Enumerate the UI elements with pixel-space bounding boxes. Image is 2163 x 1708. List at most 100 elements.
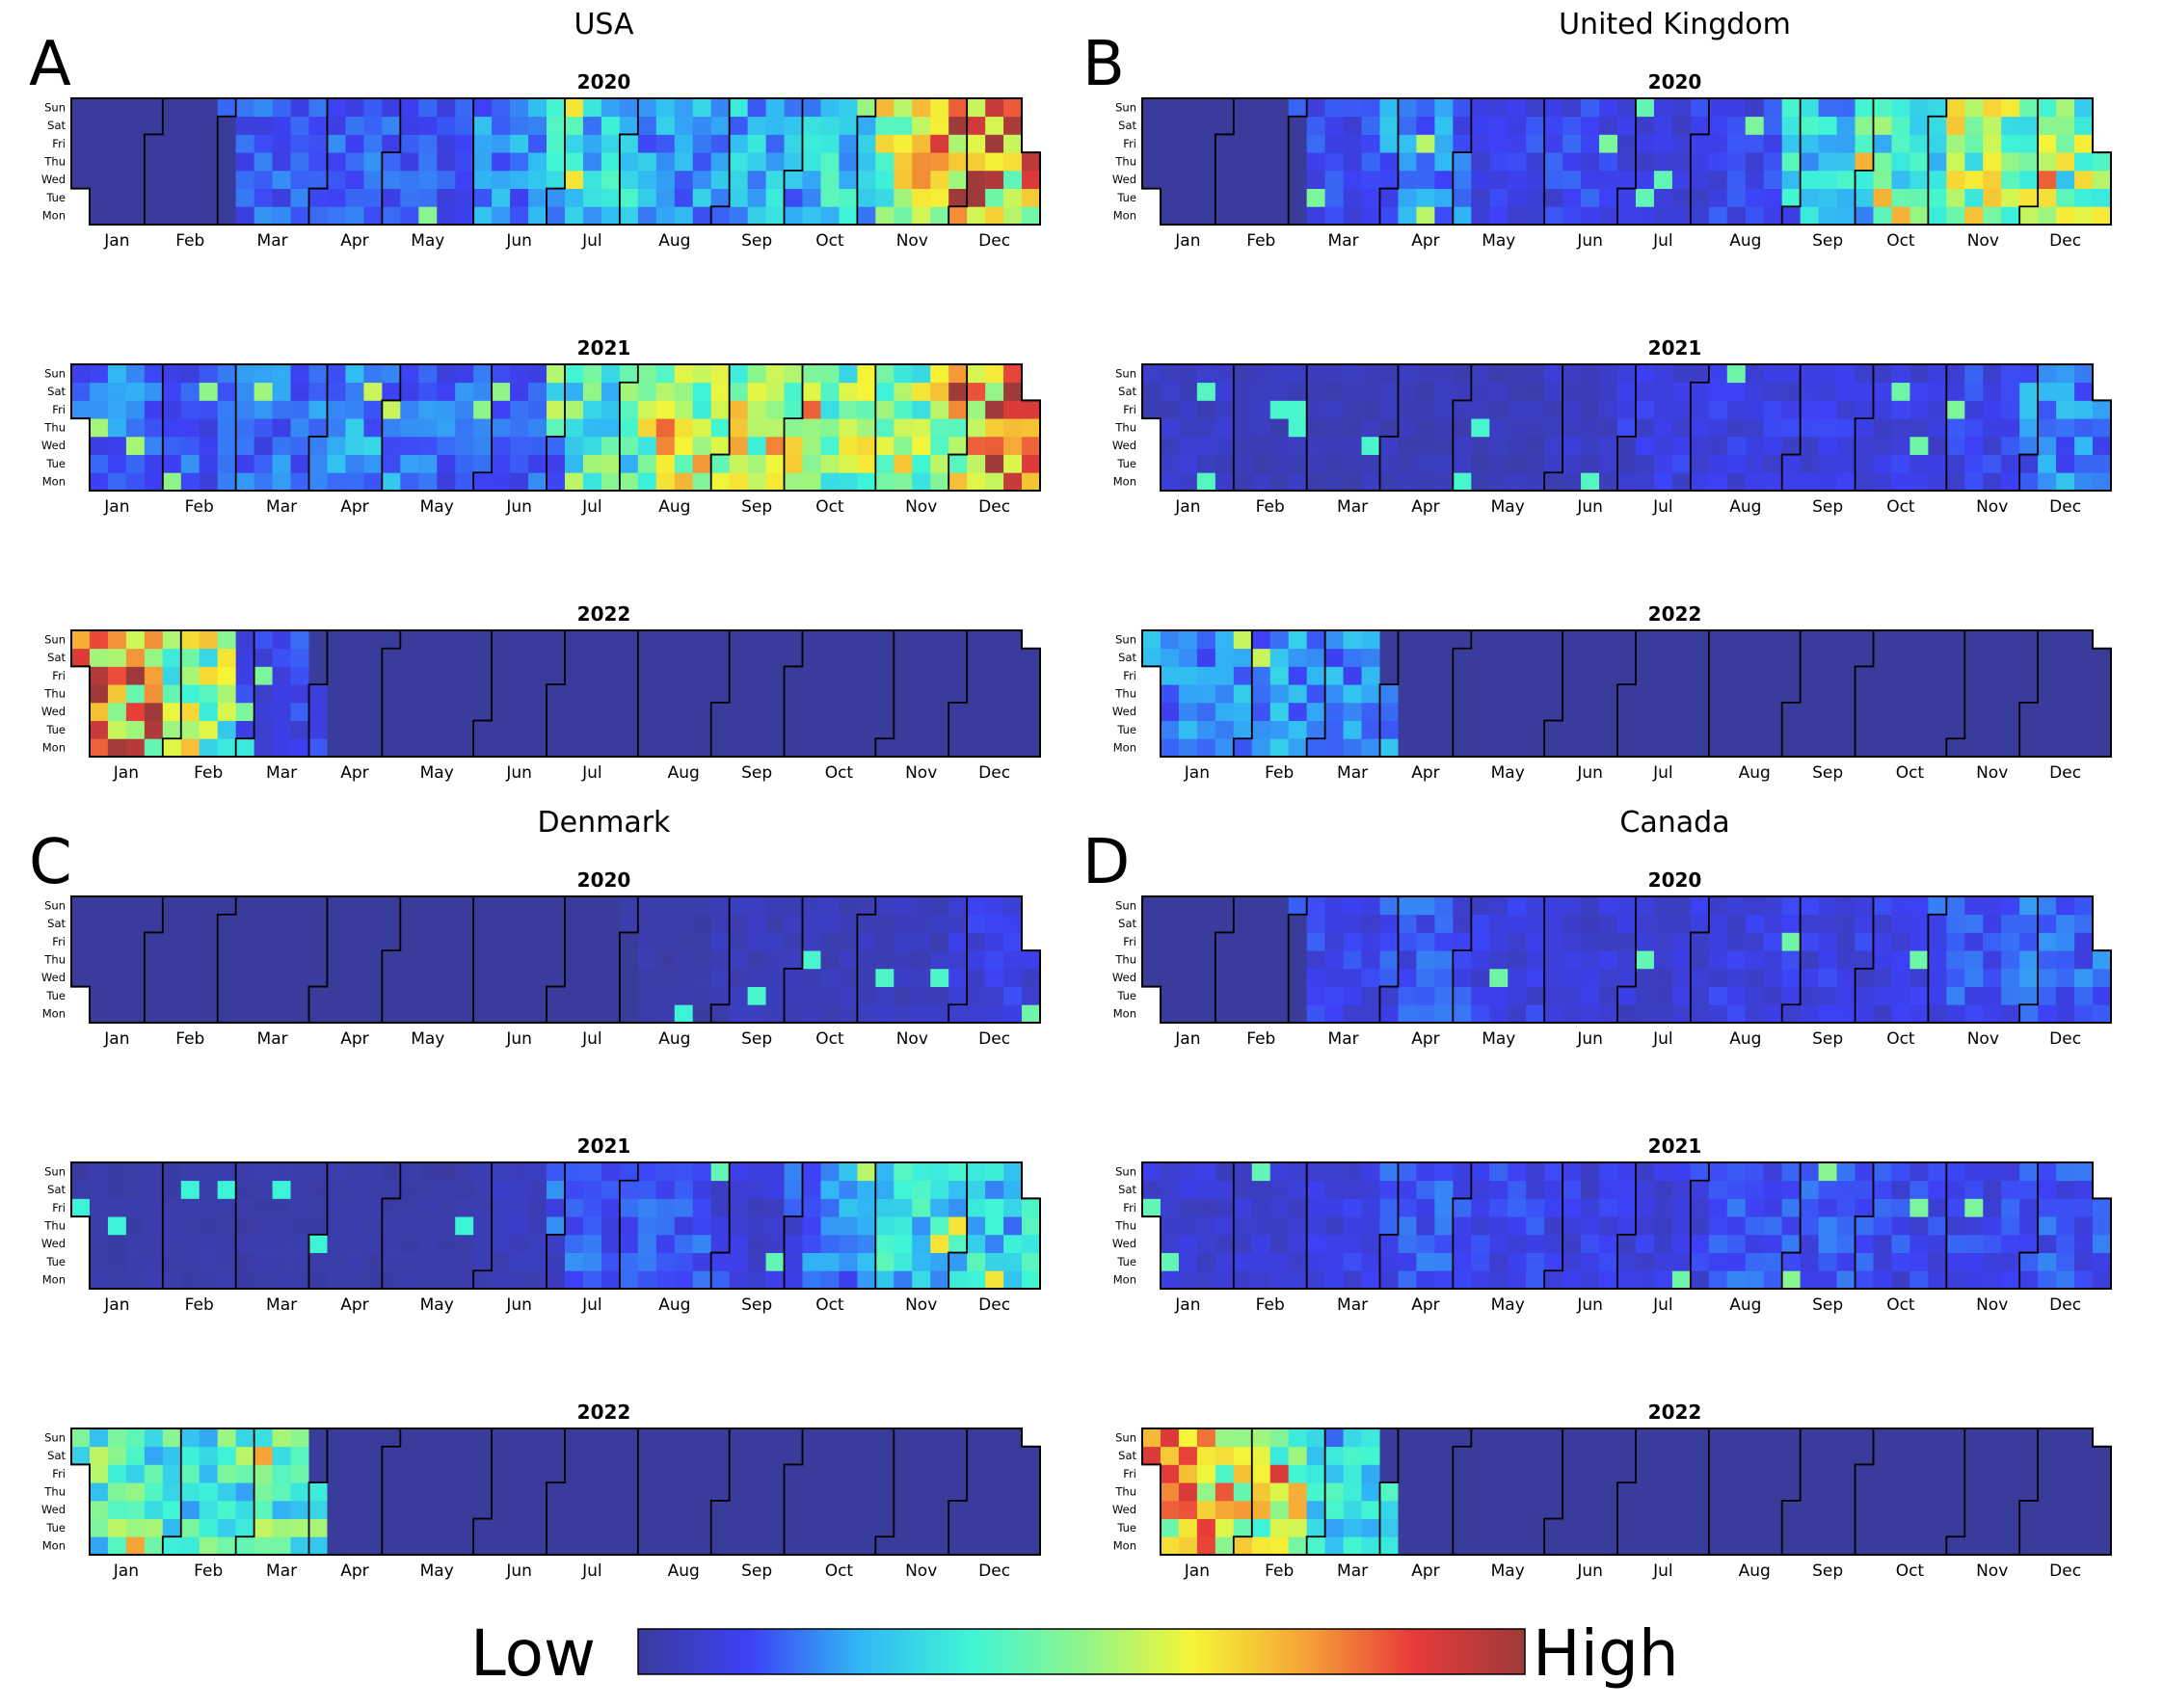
day-cell xyxy=(1690,98,1710,118)
day-cell xyxy=(875,98,895,118)
day-cell xyxy=(1708,914,1728,933)
day-cell xyxy=(2001,454,2020,473)
day-cell xyxy=(1708,454,1728,473)
day-cell xyxy=(235,418,255,438)
day-cell xyxy=(1671,134,1692,153)
day-cell xyxy=(1964,896,1984,916)
day-cell xyxy=(400,1482,419,1502)
day-cell xyxy=(710,98,731,118)
day-cell xyxy=(747,738,766,758)
day-cell xyxy=(1745,170,1765,189)
day-cell xyxy=(1818,1252,1837,1271)
day-cell xyxy=(1983,1464,2002,1483)
day-cell xyxy=(510,968,529,987)
day-cell xyxy=(820,932,840,951)
day-cell xyxy=(784,1004,803,1024)
day-cell xyxy=(1983,400,2002,419)
day-cell xyxy=(1690,1464,1710,1483)
day-cell xyxy=(1671,436,1692,455)
day-cell xyxy=(1398,1500,1417,1519)
day-cell xyxy=(345,1482,364,1502)
day-cell xyxy=(89,1162,109,1182)
day-cell xyxy=(2001,1446,2020,1465)
day-cell xyxy=(1781,170,1802,189)
month-label: Mar xyxy=(266,1295,297,1315)
day-cell xyxy=(601,1216,621,1236)
day-cell xyxy=(235,1162,255,1182)
day-cell xyxy=(1855,1234,1874,1253)
day-cell xyxy=(2056,738,2075,758)
day-cell xyxy=(1671,116,1692,135)
day-cell xyxy=(820,1446,840,1465)
day-cell xyxy=(1909,932,1929,951)
day-cell xyxy=(2001,896,2020,916)
day-cell xyxy=(1873,134,1892,153)
day-cell xyxy=(2056,1446,2075,1465)
day-cell xyxy=(1215,1198,1235,1217)
day-cell xyxy=(217,472,237,492)
day-cell xyxy=(363,1536,383,1556)
year-title: 2022 xyxy=(1648,1401,1702,1424)
day-cell xyxy=(948,648,968,667)
day-cell xyxy=(655,152,676,172)
day-cell xyxy=(1416,720,1435,739)
day-cell xyxy=(857,1446,876,1465)
day-cell xyxy=(1471,116,1490,135)
day-cell xyxy=(363,1162,383,1182)
day-cell xyxy=(1617,206,1637,226)
day-cell xyxy=(1800,1482,1819,1502)
day-cell xyxy=(1708,1004,1728,1024)
day-cell xyxy=(1471,400,1490,419)
day-cell xyxy=(162,98,182,118)
day-cell xyxy=(655,188,676,207)
day-cell xyxy=(290,1216,309,1236)
day-cell xyxy=(382,702,401,721)
day-cell xyxy=(1233,206,1253,226)
day-cell xyxy=(547,648,566,667)
day-cell xyxy=(820,400,840,419)
day-cell xyxy=(1306,116,1326,135)
day-cell xyxy=(473,1180,493,1199)
day-cell xyxy=(272,932,291,951)
day-cell xyxy=(1818,896,1837,916)
day-cell xyxy=(1928,914,1947,933)
day-cell xyxy=(1178,188,1198,207)
day-cell xyxy=(2038,1446,2057,1465)
day-cell xyxy=(89,896,109,916)
day-cell xyxy=(2019,1234,2039,1253)
day-cell xyxy=(784,684,803,704)
weekday-label: Thu xyxy=(1114,155,1136,169)
day-cell xyxy=(254,1270,273,1290)
day-cell xyxy=(1909,1464,1929,1483)
day-cell xyxy=(308,418,328,438)
day-cell xyxy=(235,436,255,455)
day-cell xyxy=(820,1536,840,1556)
day-cell xyxy=(1946,684,1965,704)
day-cell xyxy=(199,666,219,685)
day-cell xyxy=(967,472,986,492)
day-cell xyxy=(1946,986,1965,1005)
day-cell xyxy=(308,364,328,384)
day-cell xyxy=(674,1162,694,1182)
day-cell xyxy=(1434,630,1454,650)
day-cell xyxy=(710,914,731,933)
day-cell xyxy=(217,1004,237,1024)
day-cell xyxy=(1891,702,1910,721)
day-cell xyxy=(492,738,511,758)
day-cell xyxy=(765,968,785,987)
day-cell xyxy=(1398,472,1417,492)
day-cell xyxy=(820,896,840,916)
day-cell xyxy=(199,1482,219,1502)
day-cell xyxy=(308,738,328,758)
day-cell xyxy=(180,1162,200,1182)
day-cell xyxy=(235,648,255,667)
day-cell xyxy=(1453,1446,1472,1465)
day-cell xyxy=(473,968,493,987)
day-cell xyxy=(710,472,731,492)
day-cell xyxy=(1781,1518,1802,1537)
day-cell xyxy=(1324,666,1344,685)
day-cell xyxy=(930,454,949,473)
day-cell xyxy=(1251,702,1271,721)
day-cell xyxy=(784,1198,803,1217)
day-cell xyxy=(308,1004,328,1024)
